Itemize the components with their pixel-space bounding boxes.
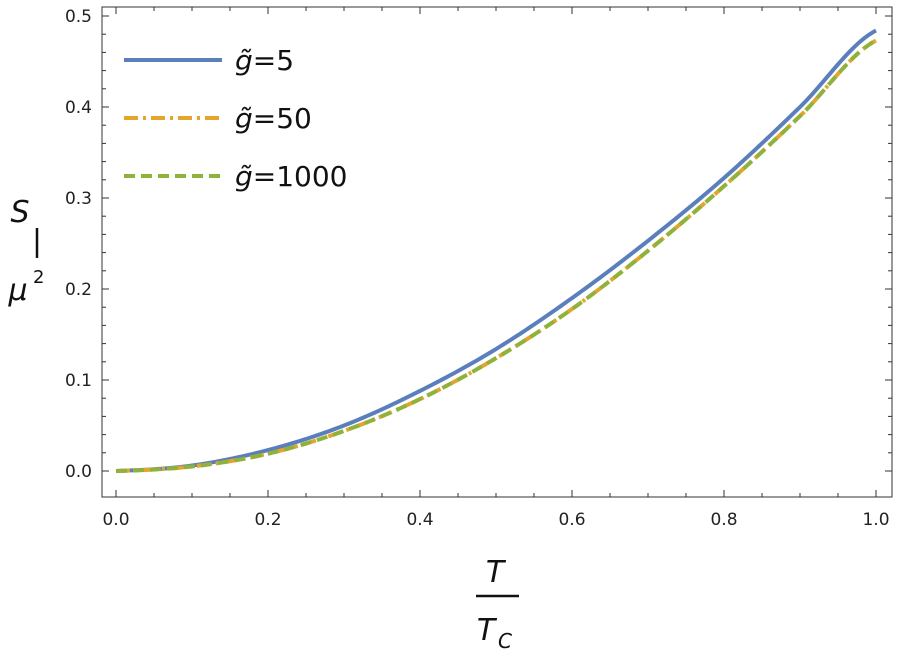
y-tick-label: 0.3 xyxy=(65,189,92,209)
y-tick-label: 0.1 xyxy=(65,371,92,391)
x-axis-label-numerator: T xyxy=(486,555,507,590)
y-axis-label: S μ 2 xyxy=(7,195,44,308)
legend-label-series-3: g̃=1000 xyxy=(235,160,348,193)
y-tick-label: 0.2 xyxy=(65,280,92,300)
y-axis-label-denominator: μ xyxy=(7,273,27,308)
x-tick-label: 0.0 xyxy=(102,510,129,530)
x-tick-label: 0.2 xyxy=(254,510,281,530)
x-axis-label-denominator-sub: C xyxy=(498,629,512,653)
plot-frame xyxy=(101,6,893,498)
x-tick-label: 0.8 xyxy=(710,510,737,530)
legend-label-series-2: g̃=50 xyxy=(235,102,312,135)
y-axis-ticks: 0.0 0.1 0.2 0.3 0.4 0.5 xyxy=(65,7,892,482)
y-tick-label: 0.0 xyxy=(65,462,92,482)
series-line-2 xyxy=(115,38,877,473)
legend: g̃=5 g̃=50 g̃=1000 xyxy=(124,44,348,193)
x-axis-ticks: 0.0 0.2 0.4 0.6 0.8 1.0 xyxy=(102,7,890,530)
y-axis-label-denominator-sup: 2 xyxy=(33,267,44,288)
y-tick-label: 0.4 xyxy=(65,98,92,118)
y-tick-label: 0.5 xyxy=(65,7,92,27)
series-line-3 xyxy=(115,38,877,473)
x-axis-label-denominator: T xyxy=(477,613,498,648)
x-axis-label: T T C xyxy=(476,555,519,653)
legend-label-series-1: g̃=5 xyxy=(235,44,294,77)
x-tick-label: 1.0 xyxy=(862,510,889,530)
y-axis-label-numerator: S xyxy=(10,195,29,230)
x-tick-label: 0.6 xyxy=(558,510,585,530)
legend-entry: g̃=5 xyxy=(124,44,294,77)
series-layer xyxy=(115,28,877,473)
x-tick-label: 0.4 xyxy=(406,510,433,530)
series-line-1 xyxy=(115,28,877,473)
legend-entry: g̃=1000 xyxy=(124,160,348,193)
legend-entry: g̃=50 xyxy=(124,102,312,135)
